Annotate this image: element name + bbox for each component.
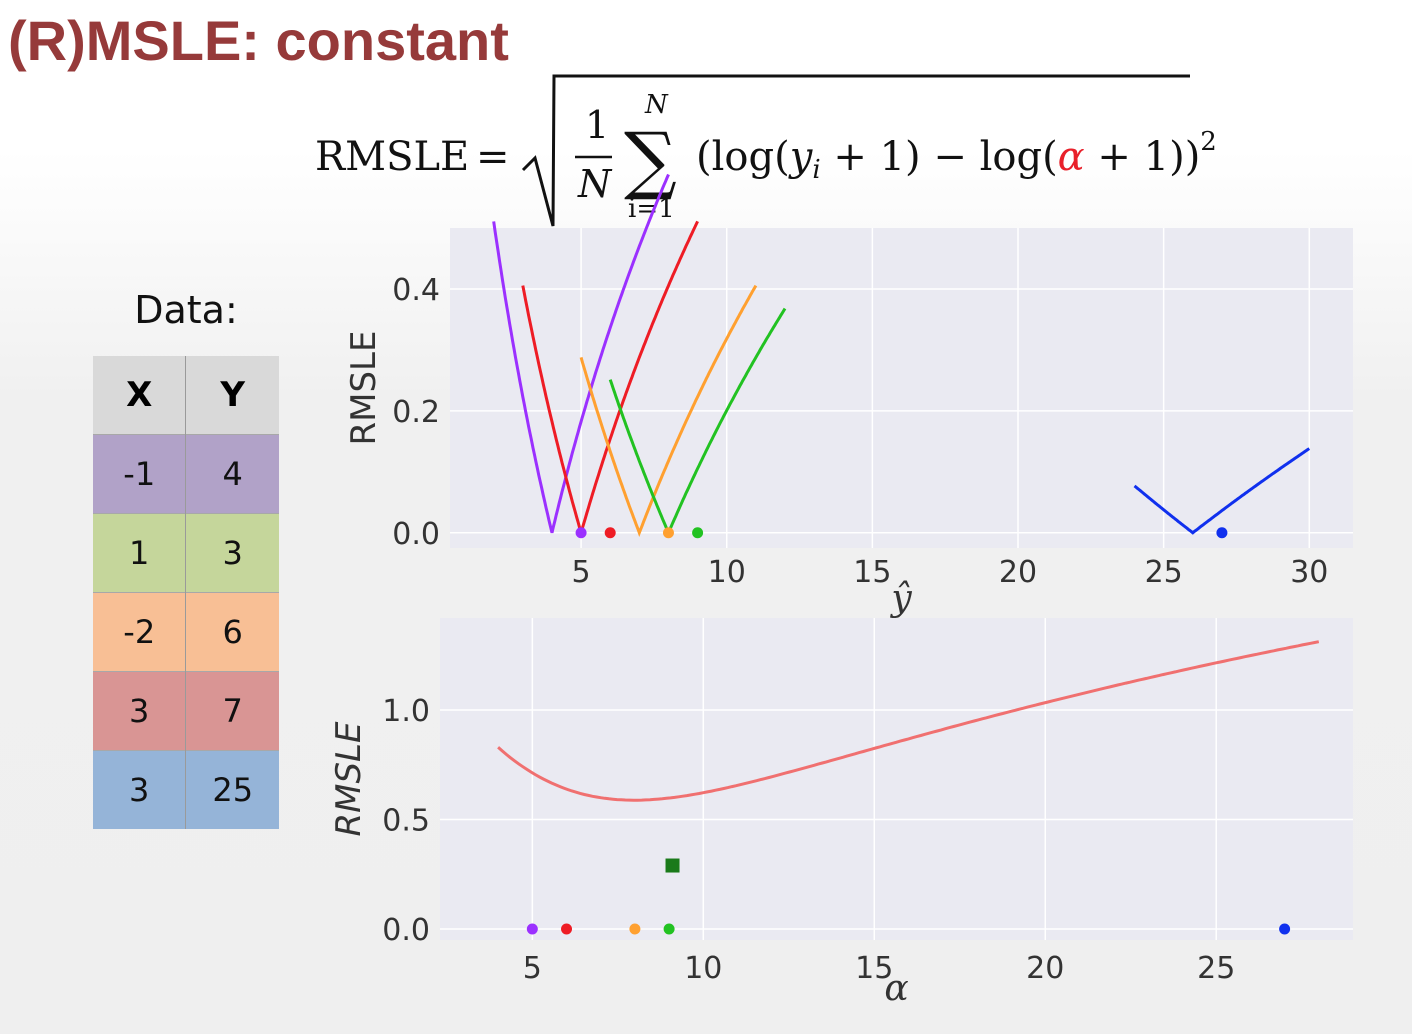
x-tick-label: 5	[523, 951, 542, 986]
y-tick-label: 1.0	[382, 694, 430, 729]
fraction-denominator: N	[577, 162, 613, 206]
x-tick-label: 25	[1197, 951, 1235, 986]
radical-sign	[521, 74, 1190, 227]
target-point	[526, 923, 538, 935]
minimum-marker	[665, 858, 680, 873]
formula-body: (log(yi + 1) − log(α + 1))2	[696, 127, 1217, 185]
cell-y: 7	[185, 671, 279, 751]
target-point	[1279, 923, 1291, 935]
table-row: -1 4	[93, 434, 279, 514]
y-tick-label: 0.0	[382, 913, 430, 948]
data-table: X Y -1 4 1 3 -2 6 3 7 3 25	[93, 356, 279, 829]
cell-y: 4	[185, 434, 279, 514]
min-point	[575, 527, 587, 539]
rmsle-curve	[497, 640, 1320, 802]
y-tick-label: 0.4	[392, 273, 440, 308]
min-point	[692, 527, 704, 539]
y-axis-label: RMSLE	[344, 331, 384, 446]
x-tick-label: 10	[708, 555, 746, 590]
x-tick-label: 25	[1145, 555, 1183, 590]
formula-equals: =	[476, 134, 510, 180]
min-point	[604, 527, 616, 539]
series-line	[492, 173, 670, 534]
table-row: 3 7	[93, 671, 279, 751]
plot-area	[450, 228, 1353, 548]
cell-y: 25	[185, 750, 279, 829]
min-point	[662, 527, 674, 539]
x-tick-label: 20	[1026, 951, 1064, 986]
table-row: 3 25	[93, 750, 279, 829]
y-tick-label: 0.2	[392, 395, 440, 430]
cell-x: 1	[93, 513, 187, 593]
top-chart: 5 10 15 20 25 30 0.0 0.2 0.4 ŷ RMSLE	[344, 173, 1353, 619]
data-label: Data:	[134, 288, 238, 332]
target-point	[561, 923, 573, 935]
cell-x: 3	[93, 671, 187, 751]
x-tick-label: 30	[1290, 555, 1328, 590]
table-row: -2 6	[93, 592, 279, 672]
series-line	[521, 220, 699, 539]
table-row: 1 3	[93, 513, 279, 593]
x-tick-label: 15	[855, 951, 893, 986]
formula-sub-i: i	[812, 155, 820, 185]
column-header-y: Y	[185, 356, 279, 435]
formula-body-b: + 1) − log(	[821, 134, 1058, 180]
formula-body-a: (log(	[696, 134, 790, 180]
formula-y: y	[788, 134, 814, 180]
formula-alpha: α	[1058, 134, 1085, 180]
series-line	[579, 284, 758, 538]
y-axis-label: RMSLE	[329, 721, 369, 836]
cell-x: 3	[93, 750, 187, 829]
x-axis-label: α	[884, 968, 908, 1009]
series-line	[1133, 447, 1311, 535]
target-point	[629, 923, 641, 935]
x-axis-label: ŷ	[889, 578, 912, 619]
x-tick-label: 10	[684, 951, 722, 986]
formula-body-c: + 1))	[1085, 134, 1201, 180]
x-tick-label: 15	[853, 555, 891, 590]
plot-area	[440, 618, 1353, 940]
y-tick-label: 0.5	[382, 804, 430, 839]
series-line	[608, 307, 787, 537]
column-header-x: X	[93, 356, 187, 435]
formula-lhs: RMSLE	[315, 134, 469, 180]
slide-title: (R)MSLE: constant	[8, 9, 509, 72]
table-header-row: X Y	[93, 356, 279, 435]
cell-x: -1	[93, 434, 187, 514]
rmsle-formula: RMSLE = 1 N N ∑ i=1 (log(yi + 1) − log(α…	[315, 74, 1217, 227]
cell-y: 6	[185, 592, 279, 672]
x-tick-label: 5	[572, 555, 591, 590]
y-tick-label: 0.0	[392, 517, 440, 552]
target-point	[663, 923, 675, 935]
min-point	[1216, 527, 1228, 539]
cell-x: -2	[93, 592, 187, 672]
sum-sign: ∑	[624, 117, 677, 203]
bottom-chart: 5 10 15 20 25 0.0 0.5 1.0 α RMSLE	[329, 618, 1353, 1009]
sum-upper-limit: N	[644, 90, 669, 120]
fraction-numerator: 1	[585, 103, 609, 147]
cell-y: 3	[185, 513, 279, 593]
formula-power: 2	[1200, 127, 1217, 157]
x-tick-label: 20	[999, 555, 1037, 590]
